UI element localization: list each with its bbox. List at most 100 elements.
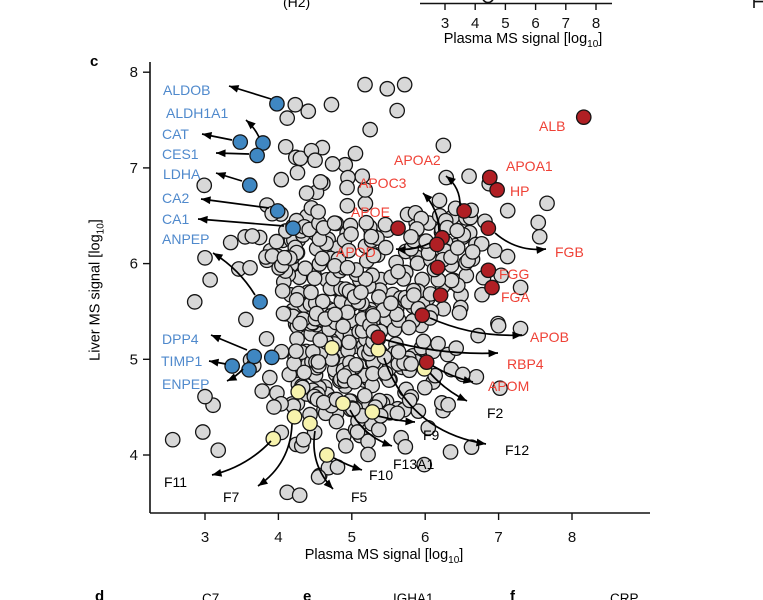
- data-point-gray: [440, 396, 457, 413]
- data-point-CA1: [285, 220, 301, 237]
- label-arrowhead: [212, 469, 223, 477]
- label-arrowhead: [209, 358, 220, 367]
- label-arrowhead: [456, 393, 467, 401]
- data-point-gray: [276, 249, 293, 266]
- data-point-gray: [238, 311, 254, 328]
- data-point-blue: [263, 349, 280, 366]
- data-point-gray: [310, 354, 327, 370]
- data-point-gray: [289, 164, 306, 181]
- data-point-gray: [297, 260, 314, 277]
- axis-title-subscript: 10: [587, 38, 599, 50]
- protein-label-APOD: APOD: [336, 244, 376, 260]
- data-point-gray: [461, 168, 477, 185]
- data-point-red: [432, 287, 449, 304]
- data-point-gray: [405, 287, 422, 303]
- data-point-gray: [291, 487, 308, 504]
- top-axis-tick-label: 6: [531, 15, 539, 32]
- data-point-gray: [312, 174, 329, 190]
- protein-label-APOA2: APOA2: [394, 152, 441, 168]
- data-point-ANPEP: [252, 294, 268, 310]
- x-tick-label: 6: [421, 529, 429, 546]
- data-point-gray: [492, 380, 508, 397]
- data-point-gray: [443, 272, 460, 289]
- protein-label-CES1: CES1: [162, 146, 199, 162]
- data-point-gray: [415, 333, 432, 350]
- data-point-gray: [401, 392, 418, 409]
- label-arrowhead: [227, 373, 238, 381]
- label-arrowhead: [258, 477, 269, 486]
- label-arrow: [200, 198, 270, 209]
- label-arrowhead: [512, 331, 522, 340]
- data-point-gray: [326, 215, 343, 232]
- data-point-gray: [397, 438, 414, 455]
- data-point-gray: [463, 439, 480, 456]
- label-arrowhead: [198, 215, 208, 224]
- data-point-gray: [431, 192, 448, 209]
- label-arrowhead: [216, 172, 227, 180]
- protein-label-ANPEP: ANPEP: [162, 231, 209, 247]
- data-point-gray: [403, 356, 419, 372]
- data-point-ALDH1A1: [255, 135, 271, 151]
- axis-title-text: ]: [598, 31, 603, 47]
- data-point-ALB: [575, 109, 592, 126]
- y-tick-label: 5: [130, 351, 138, 368]
- cropped-point-stub: [482, 0, 494, 4]
- data-point-gray: [390, 344, 407, 360]
- top-axis-tick-label: 5: [501, 15, 509, 32]
- protein-label-ALDH1A1: ALDH1A1: [166, 105, 228, 121]
- data-point-gray: [296, 364, 313, 381]
- data-point-gray: [258, 330, 275, 347]
- data-point-APOD: [429, 236, 445, 253]
- label-arrow: [429, 317, 523, 337]
- data-point-gray: [268, 233, 285, 250]
- protein-label-APOB: APOB: [530, 329, 569, 345]
- protein-label-F5: F5: [351, 489, 368, 505]
- data-point-gray: [353, 284, 369, 301]
- data-point-CES1: [249, 147, 265, 164]
- data-point-gray: [486, 242, 503, 259]
- data-point-gray: [531, 228, 548, 245]
- data-point-gray: [314, 293, 331, 310]
- data-point-gray: [343, 226, 359, 242]
- data-point-gray: [288, 343, 304, 360]
- data-point-gray: [499, 202, 516, 219]
- data-point-gray: [363, 228, 380, 245]
- data-point-gray: [323, 96, 340, 113]
- x-tick-label: 8: [568, 529, 576, 546]
- protein-label-FGA: FGA: [501, 289, 530, 305]
- label-arrowhead: [213, 253, 224, 262]
- data-point-red: [429, 259, 446, 276]
- protein-label-APOE: APOE: [351, 204, 390, 220]
- protein-label-F13A1: F13A1: [393, 456, 434, 472]
- data-point-gray: [326, 257, 343, 274]
- data-point-gray: [357, 76, 373, 93]
- protein-label-ENPEP: ENPEP: [162, 376, 209, 392]
- protein-label-F10: F10: [369, 467, 393, 483]
- top-axis-tick-label: 7: [562, 15, 570, 32]
- data-point-gray: [442, 444, 459, 460]
- label-arrowhead: [351, 463, 362, 471]
- data-point-gray: [341, 334, 357, 351]
- data-point-APOB: [414, 307, 431, 324]
- data-point-gray: [210, 442, 227, 459]
- protein-label-F2: F2: [487, 405, 504, 421]
- data-point-yellow: [290, 383, 307, 400]
- top-axis-tick-label: 3: [441, 15, 449, 32]
- label-arrowhead: [211, 335, 222, 343]
- data-point-gray: [358, 214, 375, 231]
- protein-label-ALDOB: ALDOB: [163, 82, 210, 98]
- data-point-CA2: [269, 203, 286, 219]
- data-point-gray: [327, 306, 343, 323]
- label-arrowhead: [229, 85, 240, 93]
- protein-label-APOC3: APOC3: [359, 175, 407, 191]
- data-point-gray: [362, 121, 378, 138]
- data-point-gray: [389, 102, 406, 119]
- data-point-F13A1: [335, 395, 351, 412]
- protein-label-CA1: CA1: [162, 211, 189, 227]
- data-point-gray: [310, 203, 326, 220]
- data-point-gray: [186, 294, 203, 310]
- cropped-axis-corner: [753, 0, 763, 8]
- data-point-gray: [464, 244, 481, 260]
- data-point-TIMP1: [224, 358, 241, 374]
- annotation-arrows-layer: [197, 85, 547, 490]
